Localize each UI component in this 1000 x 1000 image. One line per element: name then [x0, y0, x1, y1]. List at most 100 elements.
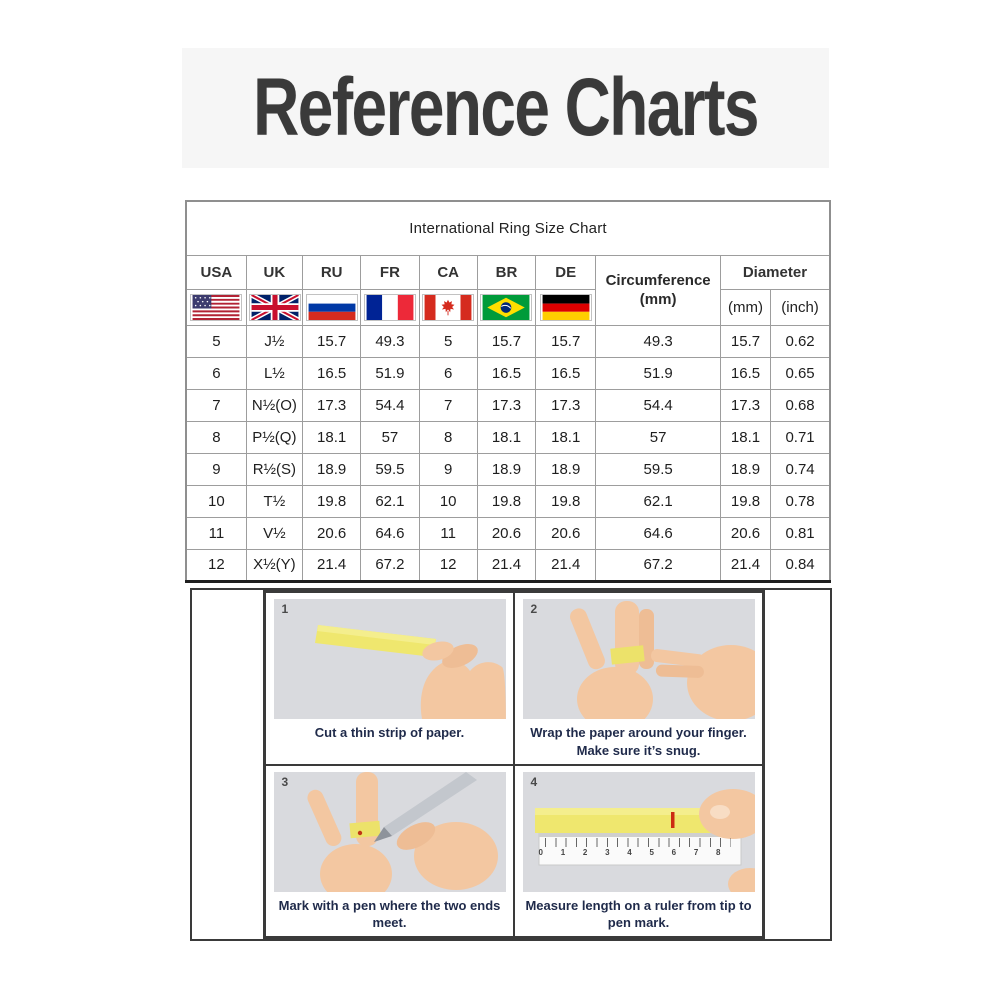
cell-usa: 10 — [185, 484, 247, 518]
cell-de: 17.3 — [535, 388, 597, 422]
cell-ru: 18.1 — [302, 420, 362, 454]
cell-ru: 16.5 — [302, 356, 362, 390]
cell-ca: 5 — [418, 324, 478, 358]
page-title-banner: Reference Charts — [182, 48, 829, 168]
ruler-number: 6 — [671, 847, 677, 857]
cell-circumference: 51.9 — [595, 356, 721, 390]
cell-fr: 59.5 — [360, 452, 420, 486]
table-row: 6 L½ 16.5 51.9 6 16.5 16.5 51.9 16.5 0.65 — [185, 356, 831, 390]
flag-cell-uk — [245, 288, 304, 326]
cell-diameter_mm: 17.3 — [719, 388, 772, 422]
ruler-number: 5 — [649, 847, 654, 857]
france-flag-icon — [363, 293, 416, 321]
flag-cell-canada — [418, 288, 478, 326]
cell-ca: 6 — [418, 356, 478, 390]
cell-fr: 64.6 — [360, 516, 420, 550]
cell-diameter_mm: 16.5 — [719, 356, 772, 390]
cut-strip-illustration — [314, 625, 506, 719]
cell-ca: 9 — [418, 452, 478, 486]
table-row: 10 T½ 19.8 62.1 10 19.8 19.8 62.1 19.8 0.78 — [185, 484, 831, 518]
cell-diameter_mm: 15.7 — [719, 324, 772, 358]
col-header-ru: RU — [302, 254, 362, 290]
cell-circumference: 62.1 — [595, 484, 721, 518]
step4-number: 4 — [530, 774, 538, 789]
cell-usa: 8 — [185, 420, 247, 454]
table-row: 11 V½ 20.6 64.6 11 20.6 20.6 64.6 20.6 0.81 — [185, 516, 831, 550]
cell-diameter_inch: 0.62 — [770, 324, 831, 358]
brazil-flag-icon — [480, 293, 533, 321]
cell-usa: 5 — [185, 324, 247, 358]
cell-circumference: 59.5 — [595, 452, 721, 486]
ruler-ticks — [544, 837, 731, 847]
cell-diameter_mm: 21.4 — [719, 548, 772, 582]
cell-ru: 21.4 — [302, 548, 362, 582]
flag-cell-germany — [535, 288, 597, 326]
cell-fr: 54.4 — [360, 388, 420, 422]
cell-usa: 6 — [185, 356, 247, 390]
cell-fr: 49.3 — [360, 324, 420, 358]
ruler-number: 8 — [716, 847, 721, 857]
col-header-circumference: Circumference (mm) — [595, 254, 721, 326]
cell-diameter_inch: 0.78 — [770, 484, 831, 518]
wrap-finger-illustration — [569, 601, 755, 719]
cell-de: 18.9 — [535, 452, 597, 486]
step3-caption: Mark with a pen where the two ends meet. — [278, 897, 501, 931]
step-cell-2: 2 Wrap the paper around your finger. Mak… — [514, 592, 763, 765]
cell-usa: 12 — [185, 548, 247, 582]
circumference-label: Circumference — [605, 271, 711, 289]
cell-de: 18.1 — [535, 420, 597, 454]
cell-br: 19.8 — [476, 484, 537, 518]
cell-fr: 67.2 — [360, 548, 420, 582]
circumference-unit: (mm) — [639, 291, 677, 308]
cell-usa: 9 — [185, 452, 247, 486]
cell-ru: 20.6 — [302, 516, 362, 550]
canada-flag-icon — [422, 293, 475, 321]
cell-br: 17.3 — [476, 388, 537, 422]
cell-diameter_mm: 19.8 — [719, 484, 772, 518]
cell-ca: 12 — [418, 548, 478, 582]
cell-diameter_inch: 0.71 — [770, 420, 831, 454]
col-header-br: BR — [476, 254, 537, 290]
cell-circumference: 57 — [595, 420, 721, 454]
cell-circumference: 54.4 — [595, 388, 721, 422]
cell-ru: 19.8 — [302, 484, 362, 518]
step1-caption: Cut a thin strip of paper. — [314, 725, 465, 740]
col-header-usa: USA — [185, 254, 247, 290]
table-row: 8 P½(Q) 18.1 57 8 18.1 18.1 57 18.1 0.71 — [185, 420, 831, 454]
germany-flag-icon — [539, 293, 592, 321]
ruler-number: 1 — [560, 847, 566, 857]
flag-cell-usa — [185, 288, 247, 326]
flag-cell-brazil — [476, 288, 537, 326]
cell-de: 15.7 — [535, 324, 597, 358]
cell-br: 21.4 — [476, 548, 537, 582]
col-header-de: DE — [535, 254, 597, 290]
cell-ru: 17.3 — [302, 388, 362, 422]
cell-diameter_inch: 0.68 — [770, 388, 831, 422]
cell-uk: T½ — [245, 484, 304, 518]
step2-caption: Wrap the paper around your finger. Make … — [530, 725, 747, 758]
uk-flag-icon — [248, 293, 301, 321]
step1-number: 1 — [281, 602, 289, 616]
table-row: 7 N½(O) 17.3 54.4 7 17.3 17.3 54.4 17.3 0.68 — [185, 388, 831, 422]
col-header-ca: CA — [418, 254, 478, 290]
cell-diameter_inch: 0.65 — [770, 356, 831, 390]
step-cell-1: 1 Cut a thin strip of paper. — [265, 592, 514, 765]
cell-br: 18.9 — [476, 452, 537, 486]
cell-uk: R½(S) — [245, 452, 304, 486]
russia-flag-icon — [305, 293, 358, 321]
cell-uk: V½ — [245, 516, 304, 550]
cell-diameter_inch: 0.74 — [770, 452, 831, 486]
cell-diameter_inch: 0.81 — [770, 516, 831, 550]
step3-photo: 3 — [273, 771, 506, 892]
cell-ru: 18.9 — [302, 452, 362, 486]
table-row: 12 X½(Y) 21.4 67.2 12 21.4 21.4 67.2 21.4 0.84 — [185, 548, 831, 582]
ruler-number: 3 — [605, 847, 610, 857]
cell-ru: 15.7 — [302, 324, 362, 358]
ruler-number: 4 — [627, 847, 632, 857]
cell-ca: 10 — [418, 484, 478, 518]
ruler-number: 7 — [693, 847, 699, 857]
cell-br: 16.5 — [476, 356, 537, 390]
mark-pen-illustration — [306, 771, 498, 892]
cell-de: 21.4 — [535, 548, 597, 582]
cell-ca: 8 — [418, 420, 478, 454]
